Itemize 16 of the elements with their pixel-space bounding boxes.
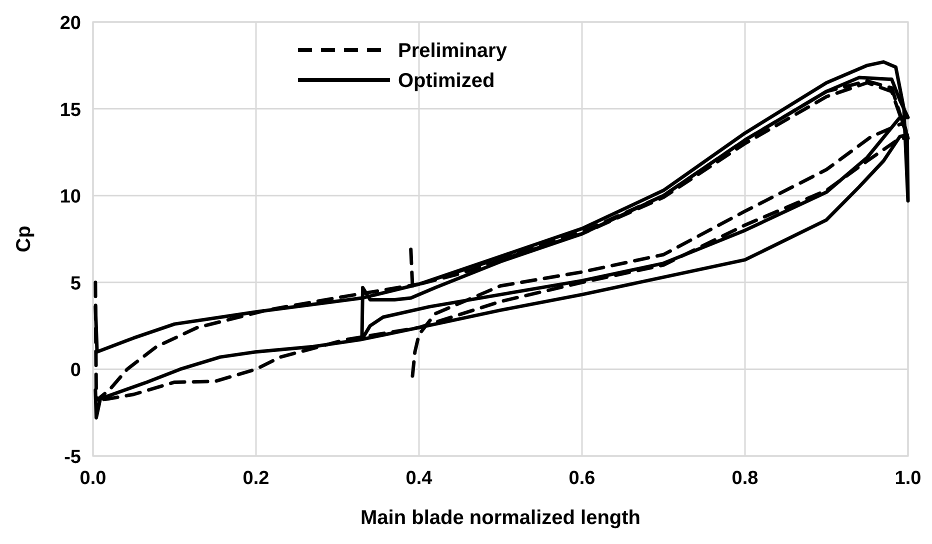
- x-tick-label: 0.4: [406, 468, 433, 489]
- y-tick-label: 15: [60, 100, 82, 121]
- x-tick-label: 0.2: [242, 468, 270, 489]
- x-tick-label: 0.0: [80, 468, 106, 489]
- y-tick-label: -5: [64, 447, 82, 468]
- x-tick-label: 1.0: [894, 468, 922, 489]
- legend-label: Preliminary: [398, 40, 508, 62]
- x-axis-title: Main blade normalized length: [360, 507, 641, 529]
- legend-label: Optimized: [398, 70, 495, 92]
- x-tick-label: 0.6: [568, 468, 596, 489]
- x-tick-label: 0.8: [732, 468, 758, 489]
- y-tick-label: 5: [70, 273, 82, 294]
- y-tick-label: 10: [60, 186, 81, 208]
- y-tick-label: 0: [70, 360, 81, 382]
- y-axis-title: Cp: [13, 226, 35, 252]
- y-tick-label: 20: [60, 13, 81, 34]
